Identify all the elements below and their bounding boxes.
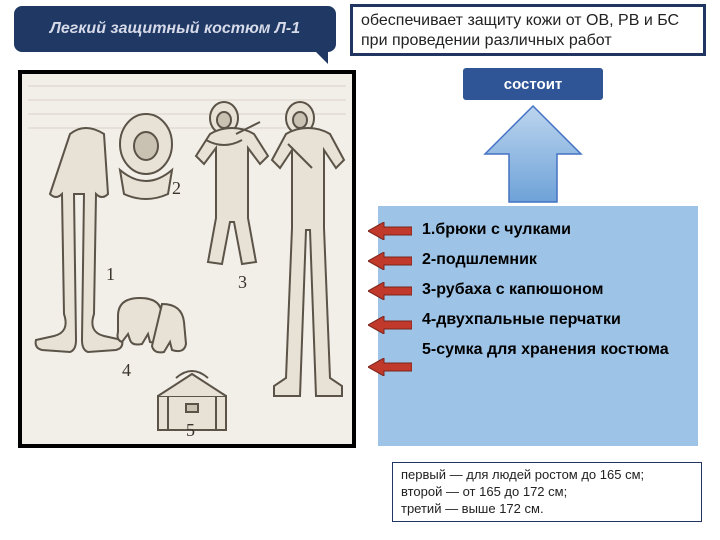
- svg-text:1: 1: [106, 264, 115, 284]
- sizes-box: первый — для людей ростом до 165 см; вто…: [392, 462, 702, 522]
- pointer-arrow-icon: [368, 282, 412, 300]
- svg-text:3: 3: [238, 272, 247, 292]
- suit-illustration: 1 2 3 4 5: [18, 70, 356, 448]
- suit-illustration-svg: 1 2 3 4 5: [22, 74, 352, 444]
- component-item: 3-рубаха с капюшоном: [422, 280, 688, 300]
- consists-label: состоит: [463, 68, 603, 100]
- component-item: 5-сумка для хранения костюма: [422, 340, 688, 360]
- pointer-arrow-icon: [368, 252, 412, 270]
- pointer-arrow-icon: [368, 358, 412, 376]
- upward-arrow-icon: [483, 104, 583, 204]
- component-item: 2-подшлемник: [422, 250, 688, 270]
- title-callout-tail: [310, 46, 328, 64]
- size-line: третий — выше 172 см.: [401, 501, 693, 518]
- slide-title: Легкий защитный костюм Л-1: [14, 6, 336, 52]
- size-line: второй — от 165 до 172 см;: [401, 484, 693, 501]
- component-item: 1.брюки с чулками: [422, 220, 688, 240]
- slide-title-text: Легкий защитный костюм Л-1: [50, 20, 300, 38]
- description-text: обеспечивает защиту кожи от ОВ, РВ и БС …: [361, 12, 679, 49]
- svg-text:2: 2: [172, 178, 181, 198]
- size-line: первый — для людей ростом до 165 см;: [401, 467, 693, 484]
- svg-text:5: 5: [186, 420, 195, 440]
- component-item: 4-двухпальные перчатки: [422, 310, 688, 330]
- description-box: обеспечивает защиту кожи от ОВ, РВ и БС …: [350, 4, 706, 56]
- svg-text:4: 4: [122, 360, 131, 380]
- pointer-arrow-icon: [368, 316, 412, 334]
- components-list: 1.брюки с чулками 2-подшлемник 3-рубаха …: [378, 206, 698, 446]
- consists-label-text: состоит: [504, 76, 563, 93]
- pointer-arrow-icon: [368, 222, 412, 240]
